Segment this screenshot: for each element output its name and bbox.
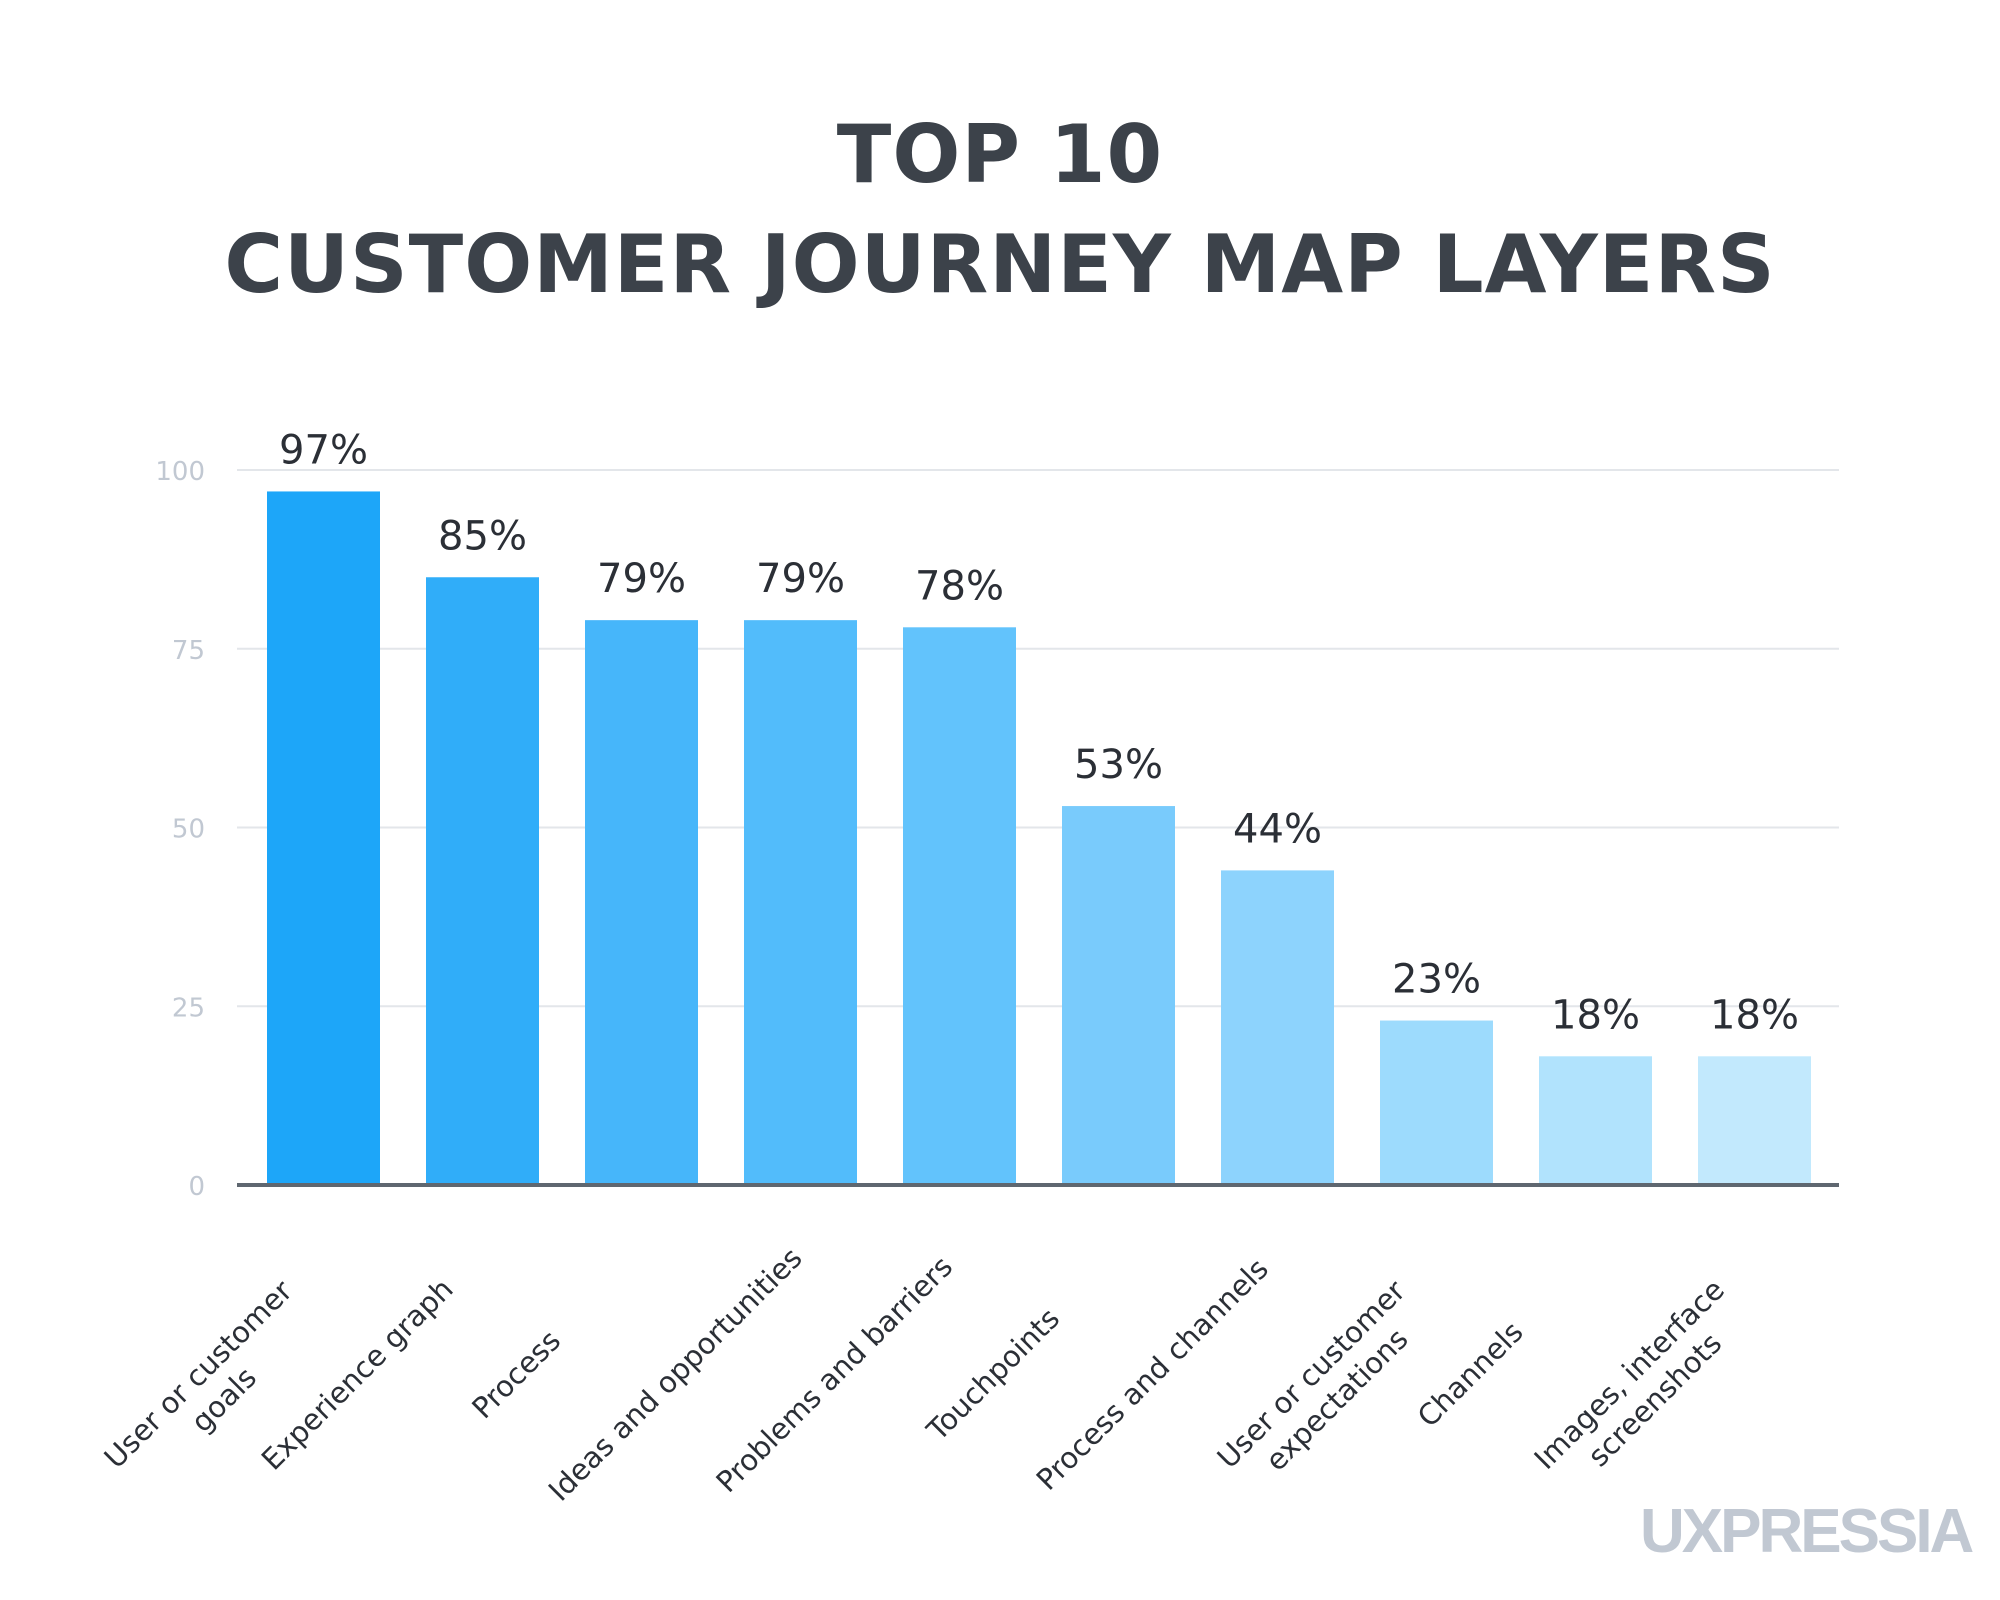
- data-label: 53%: [1074, 742, 1163, 788]
- bar: [267, 491, 380, 1185]
- chart-title-line-2: CUSTOMER JOURNEY MAP LAYERS: [224, 218, 1776, 311]
- y-tick-label: 50: [172, 815, 205, 845]
- data-label: 23%: [1392, 957, 1481, 1003]
- data-label: 78%: [915, 563, 1004, 609]
- chart-title-line-1: TOP 10: [836, 108, 1164, 201]
- data-label: 97%: [279, 427, 368, 473]
- bar: [1221, 870, 1334, 1185]
- data-label: 85%: [438, 513, 527, 559]
- bar: [1062, 806, 1175, 1185]
- bar: [1380, 1020, 1493, 1185]
- bar: [585, 620, 698, 1185]
- bar: [1698, 1056, 1811, 1185]
- uxpressia-logo: UXPRESSIA: [1640, 1497, 1974, 1566]
- y-tick-label: 100: [155, 457, 205, 487]
- bar: [903, 627, 1016, 1185]
- data-label: 79%: [597, 556, 686, 602]
- bar: [1539, 1056, 1652, 1185]
- y-tick-label: 75: [172, 636, 205, 666]
- bar: [426, 577, 539, 1185]
- data-label: 79%: [756, 556, 845, 602]
- data-label: 18%: [1710, 992, 1799, 1038]
- y-tick-label: 25: [172, 993, 205, 1023]
- y-tick-label: 0: [188, 1172, 205, 1202]
- data-label: 44%: [1233, 806, 1322, 852]
- bar: [744, 620, 857, 1185]
- data-label: 18%: [1551, 992, 1640, 1038]
